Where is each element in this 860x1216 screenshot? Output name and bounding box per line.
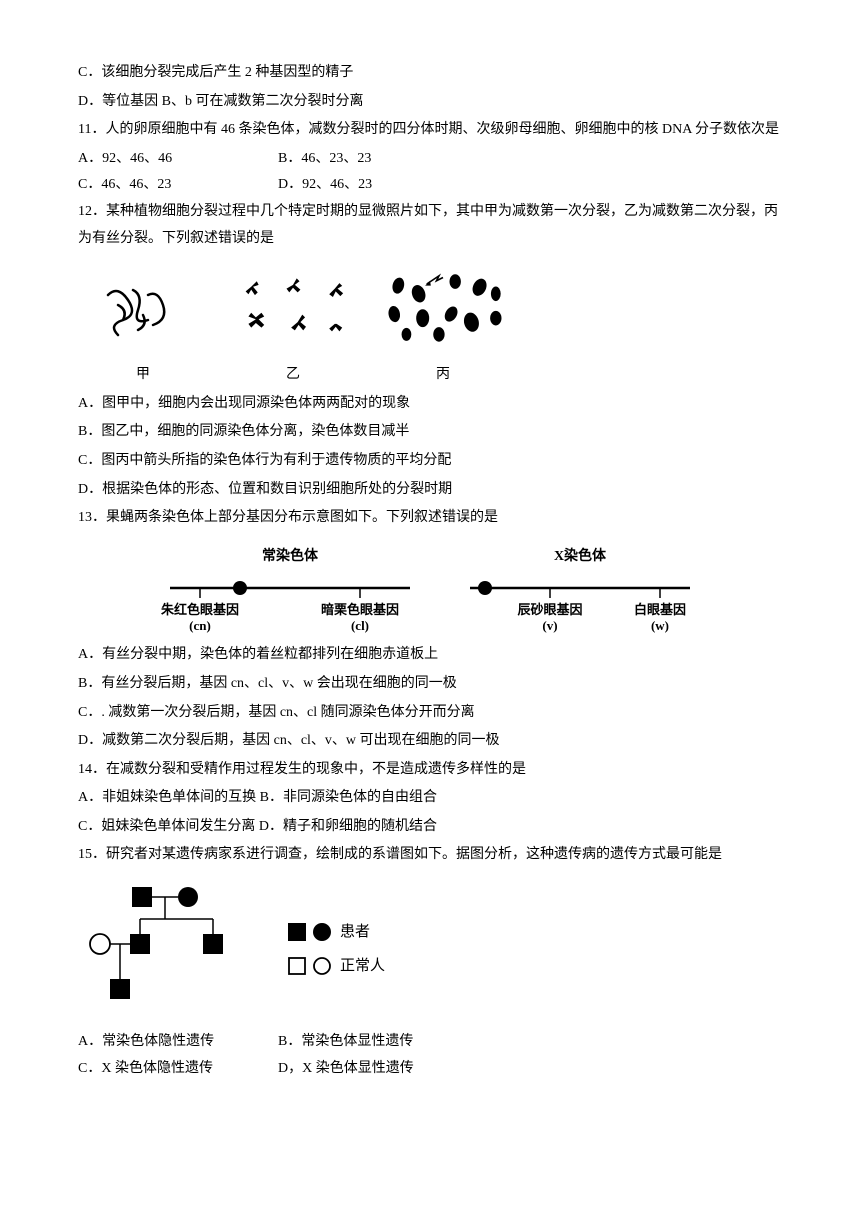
q12-images: 甲 乙 (78, 260, 782, 389)
q13-option-c: C．. 减数第一次分裂后期，基因 cn、cl 随同源染色体分开而分离 (78, 700, 782, 727)
q12-option-a: A．图甲中，细胞内会出现同源染色体两两配对的现象 (78, 391, 782, 418)
q15-option-c: C．X 染色体隐性遗传 (78, 1056, 278, 1083)
q11-options-row1: A．92、46、46 B．46、23、23 (78, 146, 782, 173)
q11-option-c: C．46、46、23 (78, 172, 278, 199)
q11-option-d: D．92、46、23 (278, 172, 478, 199)
q12-option-b: B．图乙中，细胞的同源染色体分离，染色体数目减半 (78, 419, 782, 446)
q11-option-b: B．46、23、23 (278, 146, 478, 173)
q13-option-d: D．减数第二次分裂后期，基因 cn、cl、v、w 可出现在细胞的同一极 (78, 728, 782, 755)
q15-legend-normal-label: 正常人 (340, 952, 385, 981)
q10-option-c: C．该细胞分裂完成后产生 2 种基因型的精子 (78, 60, 782, 87)
svg-text:辰砂眼基因: 辰砂眼基因 (517, 602, 582, 617)
svg-text:(cl): (cl) (351, 618, 369, 633)
q15-legend-normal: 正常人 (288, 952, 385, 981)
q12-image-c-cell: 丙 (378, 260, 508, 389)
q10-option-d: D．等位基因 B、b 可在减数第二次分裂时分离 (78, 89, 782, 116)
q14-options-row1: A．非姐妹染色单体间的互换 B．非同源染色体的自由组合 (78, 785, 782, 812)
svg-text:白眼基因: 白眼基因 (634, 602, 686, 617)
q14-options-row2: C．姐妹染色单体间发生分离 D．精子和卵细胞的随机结合 (78, 814, 782, 841)
q13-option-b: B．有丝分裂后期，基因 cn、cl、v、w 会出现在细胞的同一极 (78, 671, 782, 698)
q15-pedigree: 患者 正常人 (78, 879, 782, 1019)
q14-option-d: D．精子和卵细胞的随机结合 (259, 819, 437, 834)
q15-stem: 15．研究者对某遗传病家系进行调查，绘制成的系谱图如下。据图分析，这种遗传病的遗… (78, 842, 782, 869)
empty-square-circle-icon (288, 956, 332, 976)
q15-options-row1: A．常染色体隐性遗传 B．常染色体显性遗传 (78, 1029, 782, 1056)
q11-option-a: A．92、46、46 (78, 146, 278, 173)
q12-label-a: 甲 (136, 362, 150, 389)
q12-image-c (378, 260, 508, 360)
q12-image-a-cell: 甲 (78, 260, 208, 389)
q15-options-row2: C．X 染色体隐性遗传 D，X 染色体显性遗传 (78, 1056, 782, 1083)
q12-label-b: 乙 (286, 362, 300, 389)
q14-option-a: A．非姐妹染色单体间的互换 (78, 790, 256, 805)
q13-stem: 13．果蝇两条染色体上部分基因分布示意图如下。下列叙述错误的是 (78, 505, 782, 532)
q14-option-b: B．非同源染色体的自由组合 (260, 790, 437, 805)
q13-option-a: A．有丝分裂中期，染色体的着丝粒都排列在细胞赤道板上 (78, 642, 782, 669)
q15-option-d: D，X 染色体显性遗传 (278, 1056, 478, 1083)
filled-square-circle-icon (288, 922, 332, 942)
q12-option-c: C．图丙中箭头所指的染色体行为有利于遗传物质的平均分配 (78, 448, 782, 475)
q15-legend-affected-label: 患者 (340, 918, 370, 947)
q12-label-c: 丙 (436, 362, 450, 389)
q11-options-row2: C．46、46、23 D．92、46、23 (78, 172, 782, 199)
q14-option-c: C．姐妹染色单体间发生分离 (78, 819, 255, 834)
svg-text:暗栗色眼基因: 暗栗色眼基因 (321, 602, 399, 617)
q11-stem: 11．人的卵原细胞中有 46 条染色体，减数分裂时的四分体时期、次级卵母细胞、卵… (78, 117, 782, 144)
q13-xchrom: X染色体 辰砂眼基因 (v) 白眼基因 (w) (460, 544, 700, 635)
svg-text:(w): (w) (651, 618, 669, 633)
q13-diagram: 常染色体 朱红色眼基因 (cn) 暗栗色眼基因 (cl) X染色体 辰砂眼基因 … (78, 544, 782, 635)
q13-xchrom-title: X染色体 (554, 544, 606, 571)
q14-stem: 14．在减数分裂和受精作用过程发生的现象中，不是造成遗传多样性的是 (78, 757, 782, 784)
q13-autosome-title: 常染色体 (262, 544, 318, 571)
q13-autosome: 常染色体 朱红色眼基因 (cn) 暗栗色眼基因 (cl) (160, 544, 420, 635)
q15-legend: 患者 正常人 (288, 912, 385, 987)
q12-option-d: D．根据染色体的形态、位置和数目识别细胞所处的分裂时期 (78, 477, 782, 504)
q15-pedigree-svg (78, 879, 248, 1019)
svg-text:(v): (v) (542, 618, 557, 633)
q15-option-b: B．常染色体显性遗传 (278, 1029, 478, 1056)
svg-text:朱红色眼基因: 朱红色眼基因 (160, 602, 239, 617)
q15-legend-affected: 患者 (288, 918, 385, 947)
q12-image-b-cell: 乙 (228, 260, 358, 389)
q12-image-b (228, 260, 358, 360)
q12-stem: 12．某种植物细胞分裂过程中几个特定时期的显微照片如下，其中甲为减数第一次分裂，… (78, 199, 782, 252)
q12-image-a (78, 260, 208, 360)
svg-text:(cn): (cn) (189, 618, 211, 633)
q15-option-a: A．常染色体隐性遗传 (78, 1029, 278, 1056)
